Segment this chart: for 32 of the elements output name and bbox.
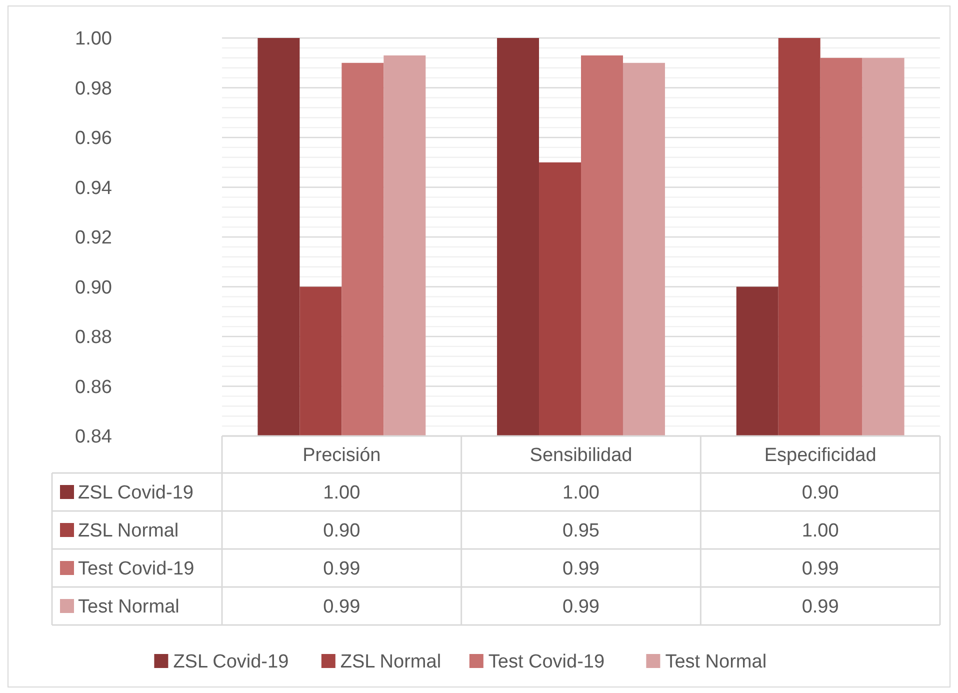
y-tick-label: 0.88: [75, 327, 112, 348]
y-tick-label: 0.96: [75, 128, 112, 150]
text: Test Covid-19: [488, 652, 605, 673]
legend-label: Test Normal: [665, 652, 767, 673]
y-tick-label: 0.84: [75, 426, 112, 448]
text: Test Normal: [78, 596, 180, 618]
y-tick-label: 0.94: [75, 178, 112, 199]
data-label: 0.99: [562, 558, 600, 580]
y-tick-label: 0.92: [75, 228, 112, 249]
x-tick-label: Sensibilidad: [530, 445, 632, 466]
data-label: 1.00: [323, 482, 360, 504]
data-label: 0.99: [562, 596, 600, 618]
text: ZSL Normal: [340, 652, 442, 673]
y-tick-label: 0.86: [75, 376, 112, 398]
y-tick-label: 1.00: [75, 28, 112, 50]
y-tick-label: 0.98: [75, 78, 112, 100]
legend-label: Test Covid-19: [78, 558, 194, 580]
data-label: 0.90: [323, 520, 360, 542]
x-tick-label: Especificidad: [764, 445, 876, 466]
data-label: 0.99: [802, 596, 839, 618]
legend-label: ZSL Normal: [78, 520, 179, 542]
data-label: 0.90: [802, 482, 839, 504]
legend-label: ZSL Covid-19: [78, 482, 194, 504]
data-label: 0.99: [802, 558, 839, 580]
text: ZSL Covid-19: [173, 652, 289, 673]
x-tick-label: Precisión: [302, 445, 381, 466]
data-label: 0.99: [323, 558, 360, 580]
data-label: 0.99: [323, 596, 360, 618]
y-tick-label: 0.90: [75, 277, 112, 298]
data-label: 0.95: [562, 520, 600, 542]
data-label: 1.00: [802, 520, 839, 542]
data-label: 1.00: [562, 482, 600, 504]
